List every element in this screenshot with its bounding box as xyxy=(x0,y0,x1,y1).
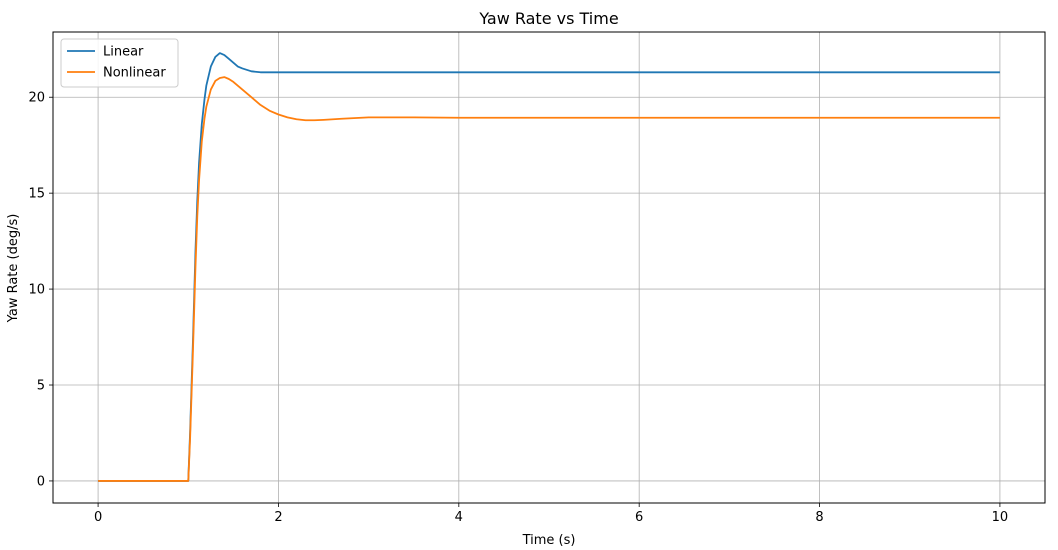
x-tick-label: 6 xyxy=(635,510,643,525)
x-tick-label: 0 xyxy=(94,510,102,525)
y-tick-label: 5 xyxy=(37,379,45,394)
y-axis-label: Yaw Rate (deg/s) xyxy=(6,214,21,324)
y-tick-label: 0 xyxy=(37,474,45,489)
x-tick-label: 10 xyxy=(992,510,1009,525)
plot-frame xyxy=(52,31,1046,504)
legend-label-nonlinear: Nonlinear xyxy=(103,66,166,81)
series-line-nonlinear xyxy=(98,76,1000,482)
legend: Linear Nonlinear xyxy=(60,38,179,88)
y-tick-label: 15 xyxy=(28,187,45,202)
y-tick-label: 10 xyxy=(28,283,45,298)
x-axis-label: Time (s) xyxy=(522,533,576,548)
series-layer xyxy=(98,52,1000,482)
legend-label-linear: Linear xyxy=(103,45,144,60)
y-tick-label: 20 xyxy=(28,91,45,106)
x-tick-label: 8 xyxy=(815,510,823,525)
grid-layer xyxy=(53,32,1045,503)
x-tick-label: 2 xyxy=(274,510,282,525)
x-tick-label: 4 xyxy=(455,510,463,525)
tick-layer: 0 2 4 6 8 10 0 5 10 15 20 xyxy=(28,91,1008,525)
chart-title: Yaw Rate vs Time xyxy=(478,9,618,28)
